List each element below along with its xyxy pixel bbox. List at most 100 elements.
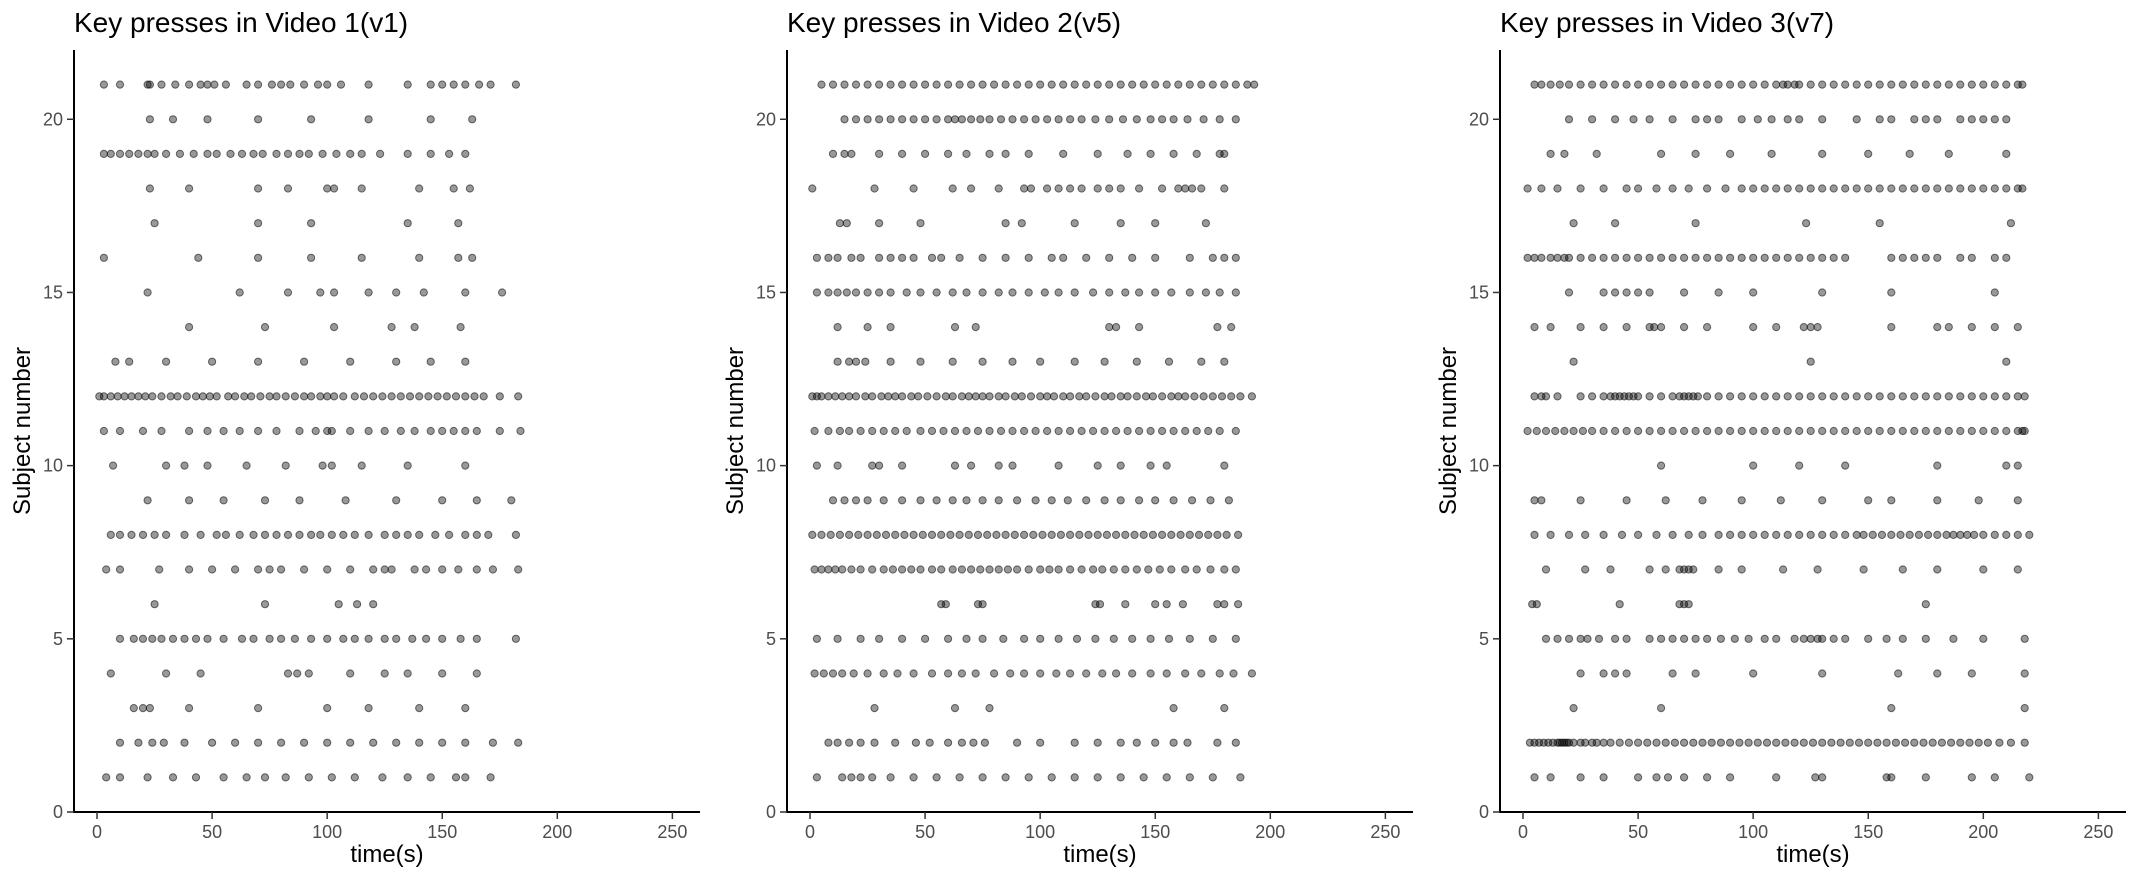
data-point (445, 149, 454, 158)
data-point (1599, 669, 1608, 678)
data-point (138, 530, 148, 540)
data-point (2002, 357, 2011, 366)
data-point (290, 634, 299, 643)
data-point (1990, 392, 1999, 401)
data-point (1532, 600, 1541, 609)
data-point (272, 392, 281, 401)
data-points (95, 80, 525, 782)
data-point (99, 392, 109, 401)
data-point (957, 565, 967, 574)
data-point (1066, 115, 1075, 124)
data-point (456, 634, 465, 643)
data-point (316, 530, 325, 540)
data-point (295, 530, 304, 540)
data-point (996, 115, 1006, 124)
data-point (1038, 530, 1047, 540)
data-point (978, 600, 987, 609)
data-point (2013, 565, 2022, 574)
data-point (295, 426, 304, 436)
data-point (1921, 184, 1930, 193)
data-point (1224, 496, 1234, 505)
data-point (277, 634, 286, 643)
data-point (300, 565, 309, 574)
data-point (1611, 253, 1620, 262)
data-point (461, 530, 470, 540)
data-point (1634, 530, 1643, 540)
data-point (1611, 426, 1620, 436)
data-point (1737, 80, 1746, 89)
data-point (1010, 392, 1019, 401)
data-point (1910, 426, 1919, 436)
data-point (845, 530, 854, 540)
data-point (1162, 80, 1171, 89)
data-point (327, 426, 336, 436)
data-point (1726, 80, 1735, 89)
data-point (1208, 253, 1217, 262)
data-point (1576, 392, 1585, 401)
data-point (921, 80, 930, 89)
data-point (1222, 530, 1231, 540)
data-point (424, 392, 433, 401)
data-point (1546, 323, 1555, 332)
data-point (932, 80, 941, 89)
data-point (1806, 530, 1815, 540)
data-point (1657, 426, 1666, 436)
data-point (891, 738, 900, 747)
data-point (486, 773, 495, 782)
data-point (470, 392, 479, 401)
data-point (272, 426, 281, 436)
data-point (346, 426, 355, 436)
data-point (1634, 288, 1643, 297)
data-point (992, 530, 1001, 540)
data-point (422, 634, 431, 643)
data-point (157, 80, 166, 89)
data-point (134, 149, 143, 158)
data-point (1749, 288, 1758, 297)
data-point (191, 392, 201, 401)
data-point (254, 253, 263, 262)
data-point (817, 565, 826, 574)
data-point (403, 80, 412, 89)
data-point (350, 392, 359, 401)
data-point (369, 600, 378, 609)
data-point (1944, 426, 1953, 436)
data-point (260, 773, 270, 782)
data-point (162, 149, 171, 158)
data-point (851, 80, 861, 89)
data-point (426, 357, 435, 366)
data-point (944, 149, 953, 158)
data-point (1875, 80, 1884, 89)
data-point (283, 149, 293, 158)
data-point (1001, 392, 1010, 401)
data-point (1783, 253, 1792, 262)
data-point (1569, 357, 1578, 366)
data-point (1956, 530, 1965, 540)
data-point (1100, 496, 1109, 505)
data-point (138, 704, 148, 713)
data-point (921, 149, 930, 158)
data-point (1818, 426, 1827, 436)
data-point (1098, 565, 1107, 574)
data-point (442, 392, 451, 401)
data-point (327, 461, 336, 470)
data-point (162, 461, 171, 470)
data-point (235, 288, 244, 297)
data-point (461, 461, 470, 470)
data-point (1643, 738, 1652, 747)
data-point (1146, 669, 1155, 678)
data-point (1624, 738, 1634, 747)
data-point (955, 530, 964, 540)
y-tick-label: 15 (756, 282, 776, 302)
x-tick-label: 50 (1628, 822, 1648, 842)
data-point (221, 530, 230, 540)
data-point (1564, 634, 1574, 643)
data-point (1684, 184, 1693, 193)
data-point (1721, 184, 1730, 193)
data-point (1965, 738, 1974, 747)
data-point (240, 392, 249, 401)
data-point (1578, 426, 1588, 436)
data-point (1818, 530, 1827, 540)
data-point (1744, 738, 1753, 747)
data-point (1169, 115, 1178, 124)
